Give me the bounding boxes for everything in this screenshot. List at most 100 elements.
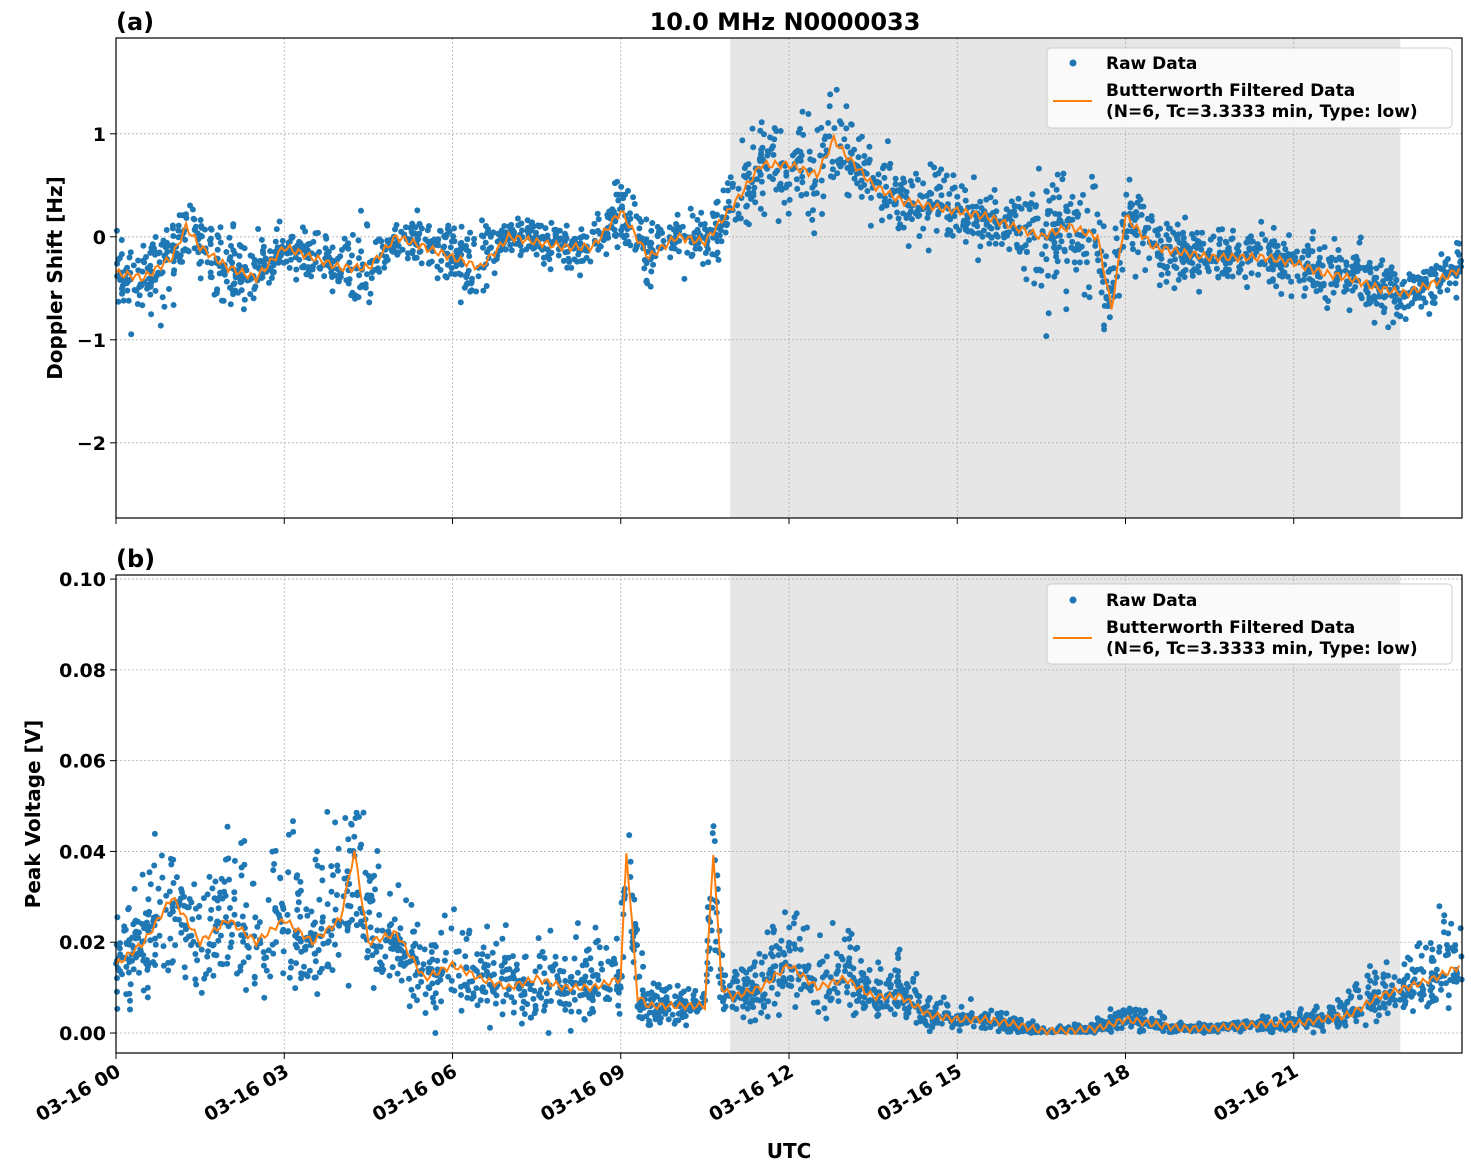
raw-data-point [161,303,168,310]
raw-data-point [630,194,637,201]
raw-data-point [915,204,922,211]
raw-data-point [501,223,508,229]
raw-data-point [405,250,411,257]
raw-data-point [489,949,496,956]
raw-data-point [1279,273,1286,280]
x-tick-label: 03-16 06 [369,1060,461,1126]
raw-data-point [599,966,606,973]
raw-data-point [1063,203,1070,210]
raw-data-point [394,970,401,977]
raw-data-point [377,943,384,950]
raw-data-point [530,995,537,1002]
raw-data-point [1060,170,1067,177]
raw-data-point [881,1003,888,1010]
raw-data-point [187,202,193,209]
raw-data-point [167,855,174,862]
raw-data-point [1053,269,1060,276]
raw-data-point [290,828,297,835]
raw-data-point [1179,257,1186,264]
raw-data-point [712,212,719,219]
raw-data-point [541,1002,548,1009]
raw-data-point [487,1024,493,1031]
raw-data-point [414,207,421,214]
raw-data-point [360,933,367,940]
raw-data-point [352,295,358,302]
raw-data-point [510,1009,517,1016]
raw-data-point [345,836,352,843]
raw-data-point [1405,303,1412,310]
raw-data-point [817,152,824,159]
raw-data-point [458,223,465,230]
raw-data-point [892,175,899,182]
legend-label-raw-b: Raw Data [1106,591,1197,611]
raw-data-point [1418,952,1425,959]
raw-data-point [1299,254,1306,261]
raw-data-point [410,943,417,950]
raw-data-point [236,262,242,269]
raw-data-point [762,953,768,960]
raw-data-point [1431,300,1438,307]
raw-data-point [243,267,250,274]
raw-data-point [910,975,917,982]
raw-data-point [131,885,138,892]
raw-data-point [198,233,205,240]
raw-data-point [615,197,622,204]
raw-data-point [757,171,764,178]
raw-data-point [297,913,304,920]
raw-data-point [662,1010,669,1017]
y-tick-label: −2 [77,433,106,455]
raw-data-point [625,187,631,194]
raw-data-point [1133,232,1140,239]
raw-data-point [541,970,548,977]
raw-data-point [567,974,574,981]
raw-data-point [126,254,133,261]
raw-data-point [1222,266,1229,273]
raw-data-point [408,901,415,908]
raw-data-point [1129,201,1136,208]
raw-data-point [1401,961,1408,968]
raw-data-point [332,819,339,826]
raw-data-point [675,224,682,231]
raw-data-point [709,830,716,837]
raw-data-point [335,845,342,852]
raw-data-point [593,939,599,946]
raw-data-point [447,244,454,251]
raw-data-point [1003,229,1010,236]
raw-data-point [519,227,525,234]
raw-data-point [421,946,428,953]
raw-data-point [875,959,882,966]
raw-data-point [987,1024,994,1031]
raw-data-point [954,193,961,200]
raw-data-point [237,967,244,974]
raw-data-point [455,972,462,979]
raw-data-point [881,174,888,181]
raw-data-point [202,226,208,233]
raw-data-point [160,943,167,950]
raw-data-point [136,969,142,976]
raw-data-point [1432,271,1439,278]
raw-data-point [924,1002,931,1009]
raw-data-point [1418,303,1425,310]
raw-data-point [486,245,493,252]
raw-data-point [1154,232,1161,239]
raw-data-point [144,281,150,288]
raw-data-point [863,158,870,165]
raw-data-point [465,248,472,255]
raw-data-point [1431,995,1438,1002]
raw-data-point [743,219,750,226]
raw-data-point [799,179,806,186]
raw-data-point [1456,240,1463,247]
raw-data-point [881,163,888,170]
raw-data-point [776,1012,782,1019]
raw-data-point [367,290,374,297]
raw-data-point [578,234,585,241]
raw-data-point [159,294,166,301]
raw-data-point [448,925,455,932]
raw-data-point [663,997,670,1003]
raw-data-point [877,192,883,199]
raw-data-point [292,985,299,992]
raw-data-point [613,231,620,238]
x-ticks-a [115,518,1295,524]
raw-data-point [1320,282,1327,289]
raw-data-point [714,198,721,205]
